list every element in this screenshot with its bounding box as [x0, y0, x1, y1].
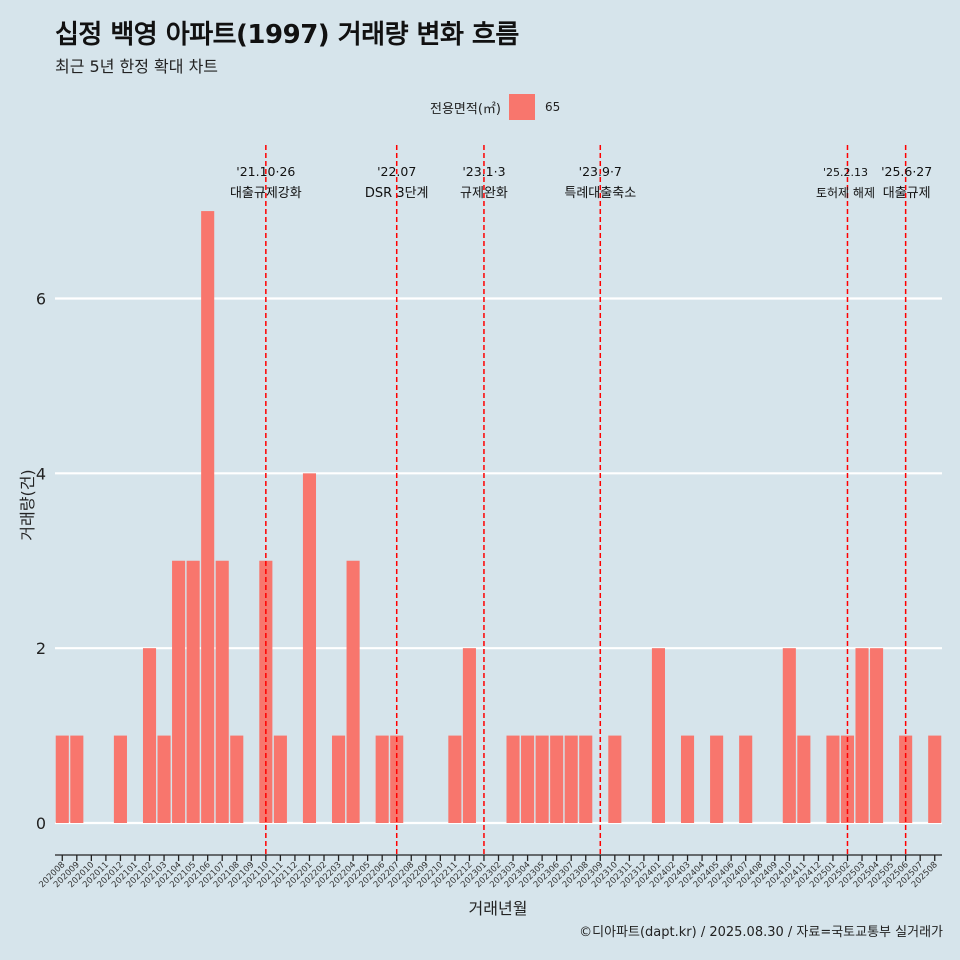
bar-202410	[782, 648, 796, 823]
bar-202401	[651, 648, 665, 823]
bar-202508	[928, 735, 942, 823]
event-date: '25.2.13	[823, 166, 868, 179]
chart-subtitle: 최근 5년 한정 확대 차트	[55, 57, 219, 76]
y-axis-title: 거래량(건)	[18, 469, 37, 540]
bar-202106	[201, 211, 215, 824]
bar-202308	[579, 735, 593, 823]
bar-202411	[797, 735, 811, 823]
bar-202111	[273, 735, 287, 823]
chart-title: 십정 백영 아파트(1997) 거래량 변화 흐름	[55, 20, 519, 50]
bar-202108	[230, 735, 244, 823]
bar-202504	[870, 648, 884, 823]
event-date: '22.07	[377, 164, 416, 179]
bar-202203	[332, 735, 346, 823]
bar-202306	[550, 735, 564, 823]
bar-202211	[448, 735, 462, 823]
event-label: DSR 3단계	[365, 186, 429, 201]
event-label: 대출규제	[883, 186, 931, 201]
bar-202503	[855, 648, 869, 823]
bar-202008	[55, 735, 69, 823]
bar-202307	[564, 735, 578, 823]
bar-202304	[521, 735, 535, 823]
bar-202305	[535, 735, 549, 823]
bar-202501	[826, 735, 840, 823]
bar-202201	[302, 473, 317, 823]
bar-202105	[186, 560, 200, 823]
bar-202310	[608, 735, 622, 823]
bar-202102	[142, 648, 157, 823]
bar-202403	[680, 735, 695, 823]
bar-202212	[462, 648, 476, 823]
bar-202107	[215, 560, 229, 823]
legend-label: 65	[544, 100, 561, 114]
bar-202103	[157, 735, 171, 823]
event-label: 토허제 해제	[816, 186, 875, 200]
legend: 전용면적(㎡) 65	[430, 94, 560, 120]
caption: ©디아파트(dapt.kr) / 2025.08.30 / 자료=국토교통부 실…	[579, 925, 943, 940]
legend-title: 전용면적(㎡)	[430, 101, 501, 117]
bar-202012	[113, 735, 127, 823]
bar-202303	[506, 735, 520, 823]
bar-202009	[70, 735, 84, 823]
bar-202104	[172, 560, 186, 823]
y-tick-label: 0	[36, 814, 46, 833]
event-date: '21.10·26	[236, 164, 295, 179]
event-label: 대출규제강화	[230, 186, 302, 201]
bar-202206	[375, 735, 389, 823]
event-date: '23.9·7	[579, 164, 622, 179]
y-tick-label: 6	[36, 290, 46, 309]
bar-202405	[710, 735, 724, 823]
x-axis-title: 거래년월	[469, 899, 528, 918]
event-label: 규제완화	[460, 186, 508, 201]
event-date: '23.1·3	[462, 164, 505, 179]
event-date: '25.6·27	[881, 164, 932, 179]
legend-swatch	[508, 94, 535, 120]
y-tick-label: 4	[36, 464, 46, 483]
y-tick-label: 2	[36, 639, 46, 658]
bar-202204	[346, 560, 360, 823]
event-label: 특례대출축소	[564, 186, 636, 201]
bar-202407	[739, 735, 753, 823]
